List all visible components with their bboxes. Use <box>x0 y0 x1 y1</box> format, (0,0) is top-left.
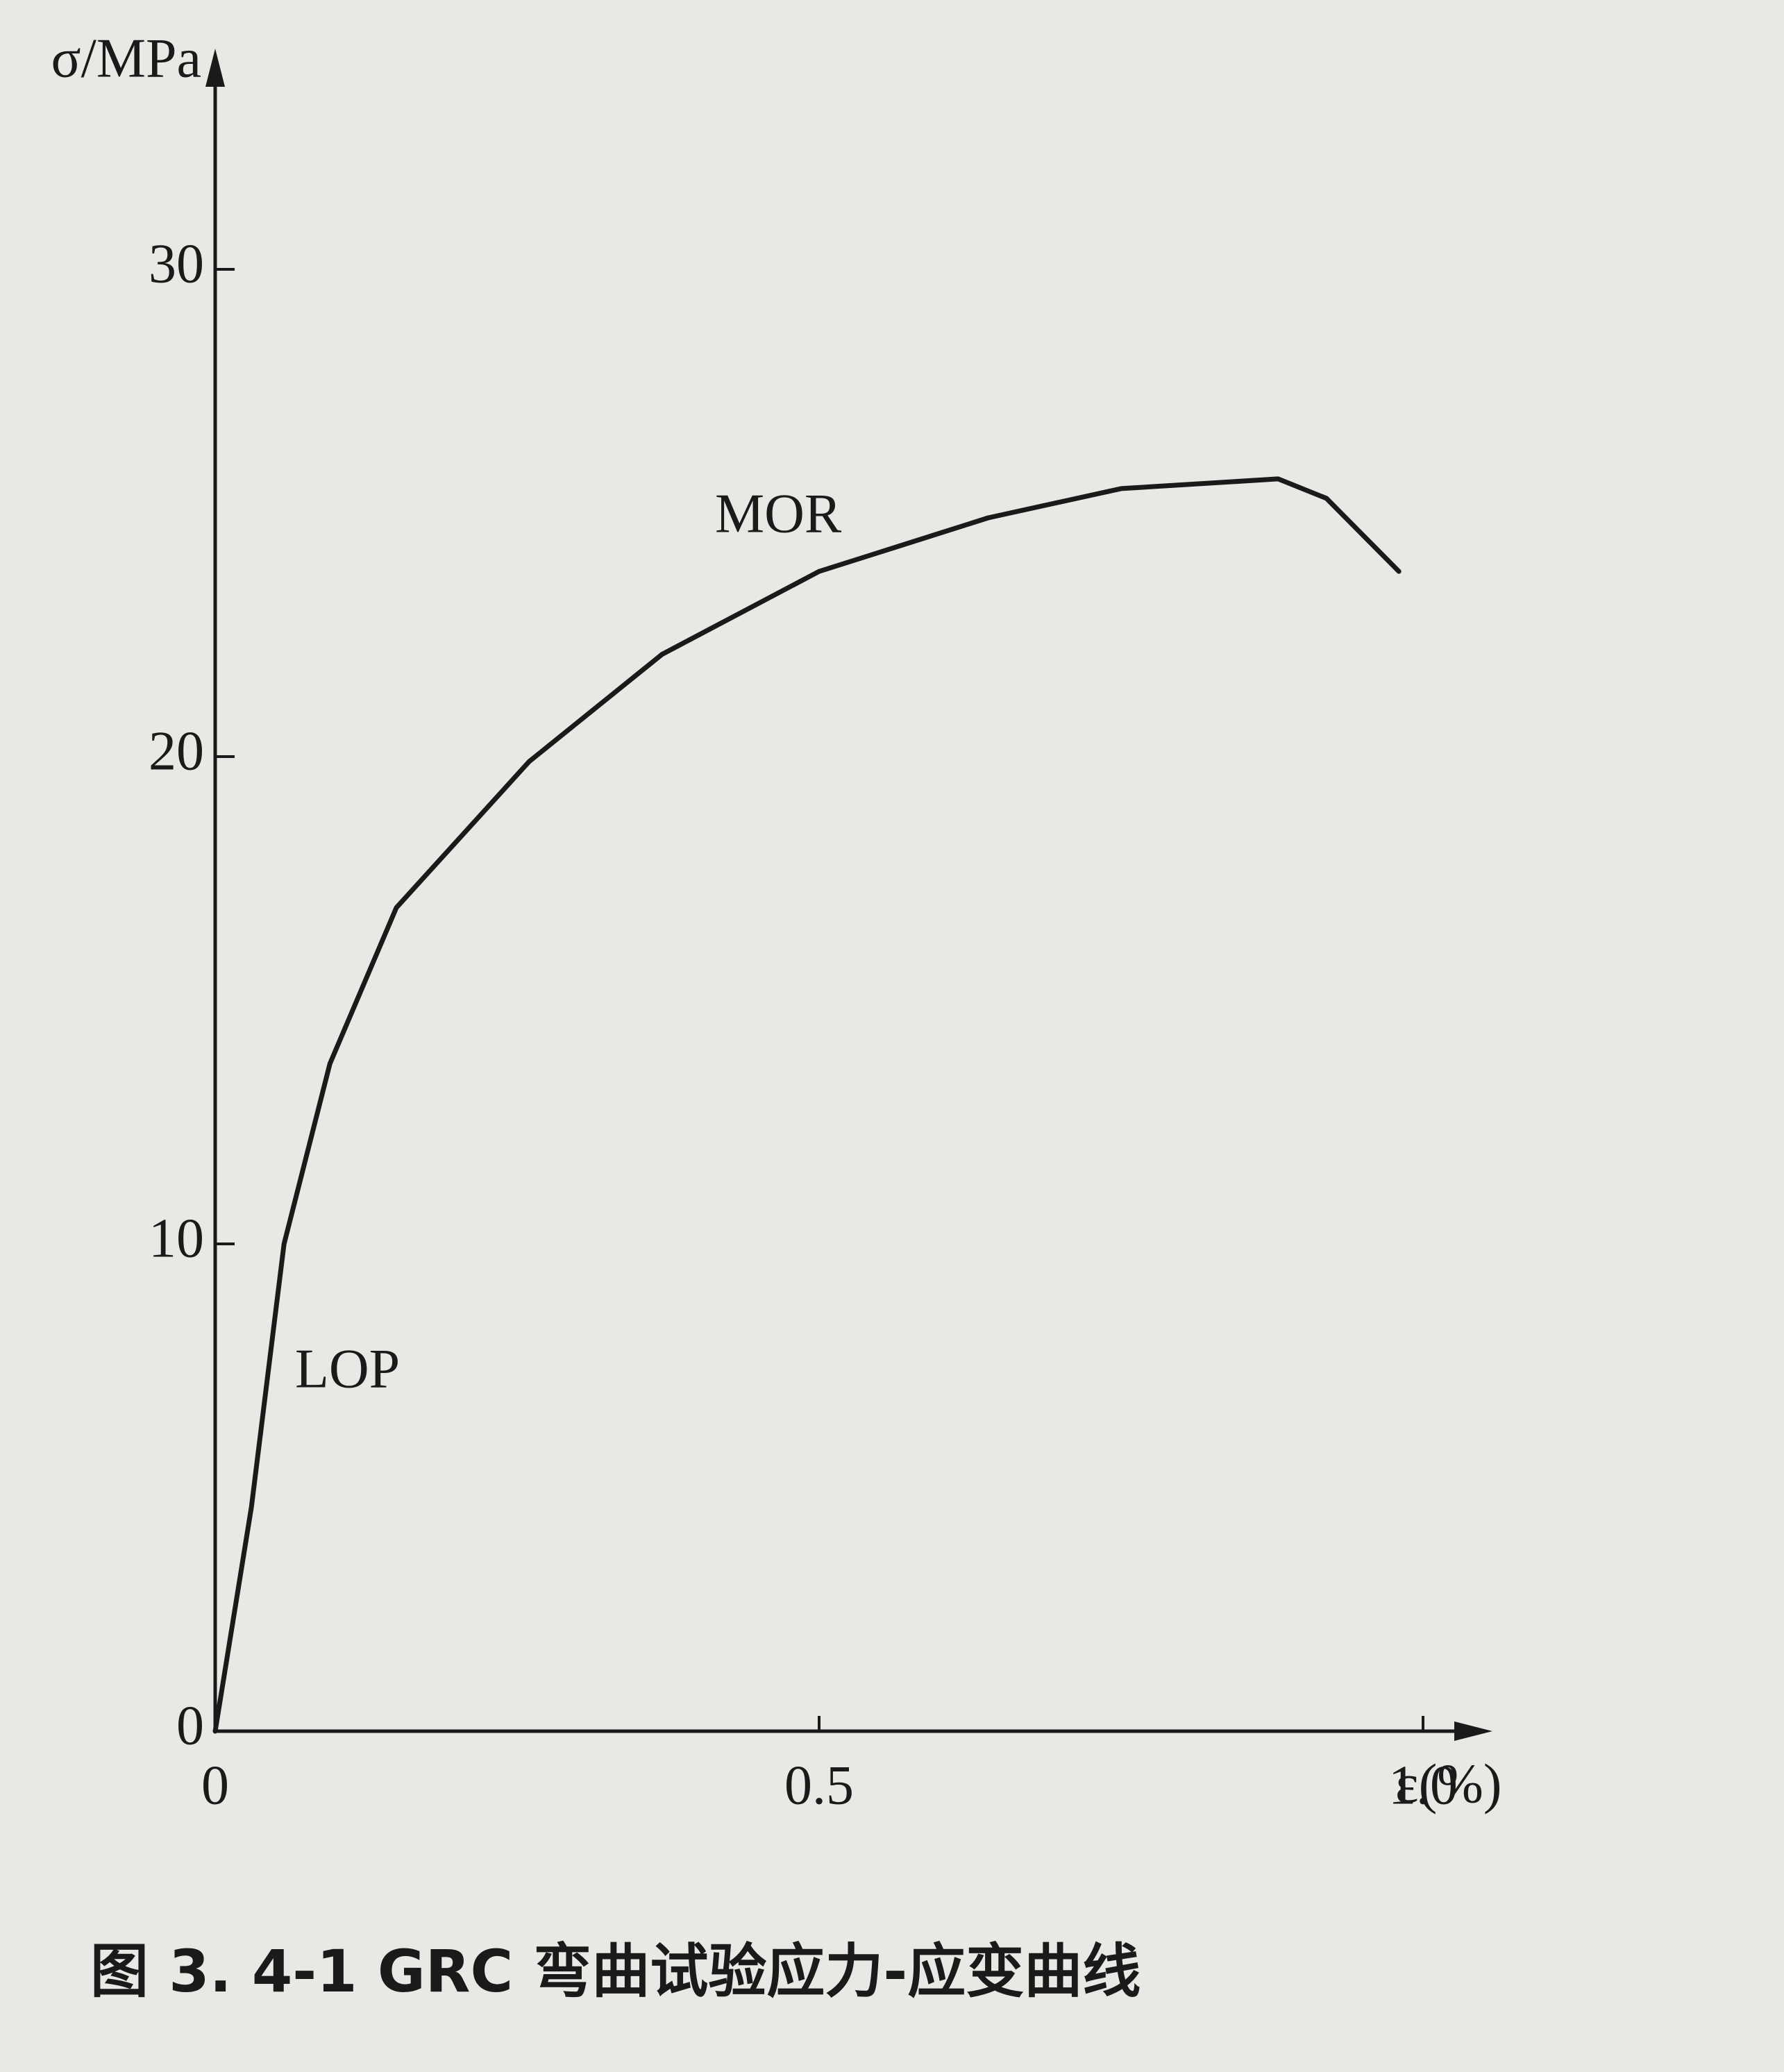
caption: 图 3. 4-1 GRC 弯曲试验应力-应变曲线 <box>90 1937 1141 2005</box>
y-tick-label: 20 <box>149 721 204 782</box>
x-axis-arrow <box>1454 1721 1492 1741</box>
y-tick-label: 10 <box>149 1208 204 1269</box>
y-axis-label: σ/MPa <box>51 28 201 89</box>
x-tick-label: 0.5 <box>784 1755 854 1816</box>
annotation: LOP <box>295 1338 400 1399</box>
x-axis-label: ε(%) <box>1395 1753 1502 1814</box>
data-line <box>212 476 1402 1734</box>
y-axis-arrow <box>205 49 225 87</box>
x-tick-label: 0 <box>201 1755 229 1816</box>
x-tick-label: 1.0 <box>1388 1755 1458 1816</box>
annotation: MOR <box>715 483 842 544</box>
y-tick-label: 0 <box>176 1695 204 1756</box>
y-tick-label: 30 <box>149 233 204 294</box>
